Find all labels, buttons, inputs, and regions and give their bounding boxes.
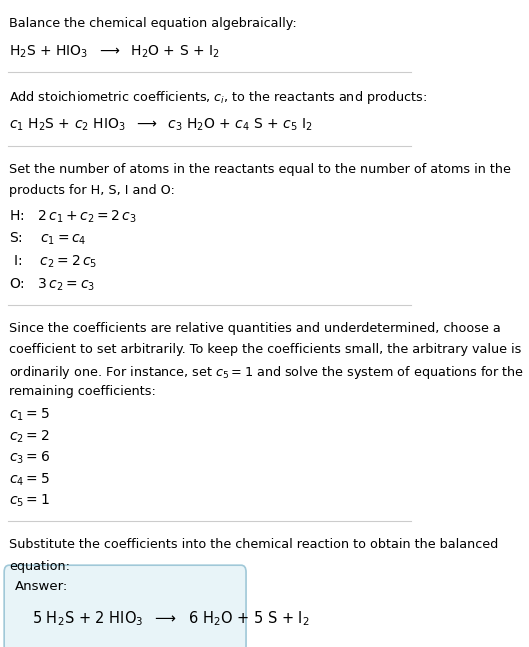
Text: Add stoichiometric coefficients, $c_i$, to the reactants and products:: Add stoichiometric coefficients, $c_i$, … bbox=[9, 89, 427, 106]
Text: Substitute the coefficients into the chemical reaction to obtain the balanced: Substitute the coefficients into the che… bbox=[9, 538, 498, 551]
Text: 5 H$_2$S + 2 HIO$_3$  $\longrightarrow$  6 H$_2$O + 5 S + I$_2$: 5 H$_2$S + 2 HIO$_3$ $\longrightarrow$ 6… bbox=[32, 609, 309, 628]
Text: $c_3 = 6$: $c_3 = 6$ bbox=[9, 450, 50, 466]
Text: $c_5 = 1$: $c_5 = 1$ bbox=[9, 493, 50, 509]
Text: S:    $c_1 = c_4$: S: $c_1 = c_4$ bbox=[9, 231, 87, 247]
Text: ordinarily one. For instance, set $c_5 = 1$ and solve the system of equations fo: ordinarily one. For instance, set $c_5 =… bbox=[9, 364, 524, 381]
Text: Set the number of atoms in the reactants equal to the number of atoms in the: Set the number of atoms in the reactants… bbox=[9, 163, 511, 177]
Text: H$_2$S + HIO$_3$  $\longrightarrow$  H$_2$O + S + I$_2$: H$_2$S + HIO$_3$ $\longrightarrow$ H$_2$… bbox=[9, 44, 220, 60]
Text: $c_1$ H$_2$S + $c_2$ HIO$_3$  $\longrightarrow$  $c_3$ H$_2$O + $c_4$ S + $c_5$ : $c_1$ H$_2$S + $c_2$ HIO$_3$ $\longright… bbox=[9, 116, 313, 133]
Text: Balance the chemical equation algebraically:: Balance the chemical equation algebraica… bbox=[9, 17, 297, 30]
Text: coefficient to set arbitrarily. To keep the coefficients small, the arbitrary va: coefficient to set arbitrarily. To keep … bbox=[9, 343, 522, 356]
Text: remaining coefficients:: remaining coefficients: bbox=[9, 385, 156, 398]
Text: I:    $c_2 = 2\,c_5$: I: $c_2 = 2\,c_5$ bbox=[9, 254, 97, 270]
Text: equation:: equation: bbox=[9, 560, 70, 573]
Text: Since the coefficients are relative quantities and underdetermined, choose a: Since the coefficients are relative quan… bbox=[9, 322, 501, 335]
Text: Answer:: Answer: bbox=[15, 580, 68, 593]
Text: H:   $2\,c_1 + c_2 = 2\,c_3$: H: $2\,c_1 + c_2 = 2\,c_3$ bbox=[9, 208, 137, 225]
Text: O:   $3\,c_2 = c_3$: O: $3\,c_2 = c_3$ bbox=[9, 276, 95, 293]
FancyBboxPatch shape bbox=[4, 565, 246, 647]
Text: products for H, S, I and O:: products for H, S, I and O: bbox=[9, 184, 175, 197]
Text: $c_2 = 2$: $c_2 = 2$ bbox=[9, 428, 50, 444]
Text: $c_4 = 5$: $c_4 = 5$ bbox=[9, 472, 50, 488]
Text: $c_1 = 5$: $c_1 = 5$ bbox=[9, 406, 50, 423]
